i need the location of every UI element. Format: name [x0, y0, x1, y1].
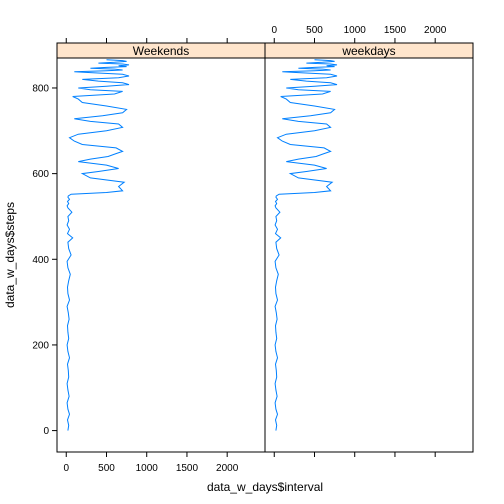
y-tick-label: 600 [32, 169, 49, 180]
strip-label-weekends: Weekends [133, 44, 189, 58]
panel-frame-weekdays [264, 57, 474, 453]
x-tick-label: 500 [306, 25, 323, 36]
series-line-weekends-0 [66, 59, 130, 431]
x-axis-bottom: 0 500 1000 1500 2000 [63, 452, 436, 474]
x-tick-label: 2000 [216, 463, 239, 474]
series-line-weekdays [274, 59, 338, 431]
strip-label-weekdays: weekdays [341, 44, 395, 58]
y-tick-label: 800 [32, 83, 49, 94]
y-tick-label: 200 [32, 340, 49, 351]
series-line-weekdays-0 [274, 59, 338, 431]
x-tick-label: 1000 [136, 463, 159, 474]
x-tick-label: 0 [271, 25, 277, 36]
x-axis-label: data_w_days$interval [207, 480, 323, 494]
y-tick-label: 0 [43, 426, 49, 437]
series-line-weekends [66, 59, 130, 431]
x-tick-label: 0 [63, 463, 69, 474]
x-tick-label: 1000 [344, 25, 367, 36]
x-axis-top: 0 500 1000 1500 2000 [65, 25, 447, 43]
y-axis-left: 0 200 400 600 800 [32, 83, 57, 437]
x-tick-label: 2000 [424, 25, 447, 36]
x-tick-label: 500 [98, 463, 115, 474]
y-axis-label: data_w_days$steps [3, 202, 17, 308]
panel-weekdays: weekdays [264, 42, 474, 453]
y-tick-label: 400 [32, 255, 49, 266]
x-tick-label: 1500 [384, 25, 407, 36]
panel-weekends: Weekends [56, 42, 266, 453]
x-tick-label: 1500 [176, 463, 199, 474]
